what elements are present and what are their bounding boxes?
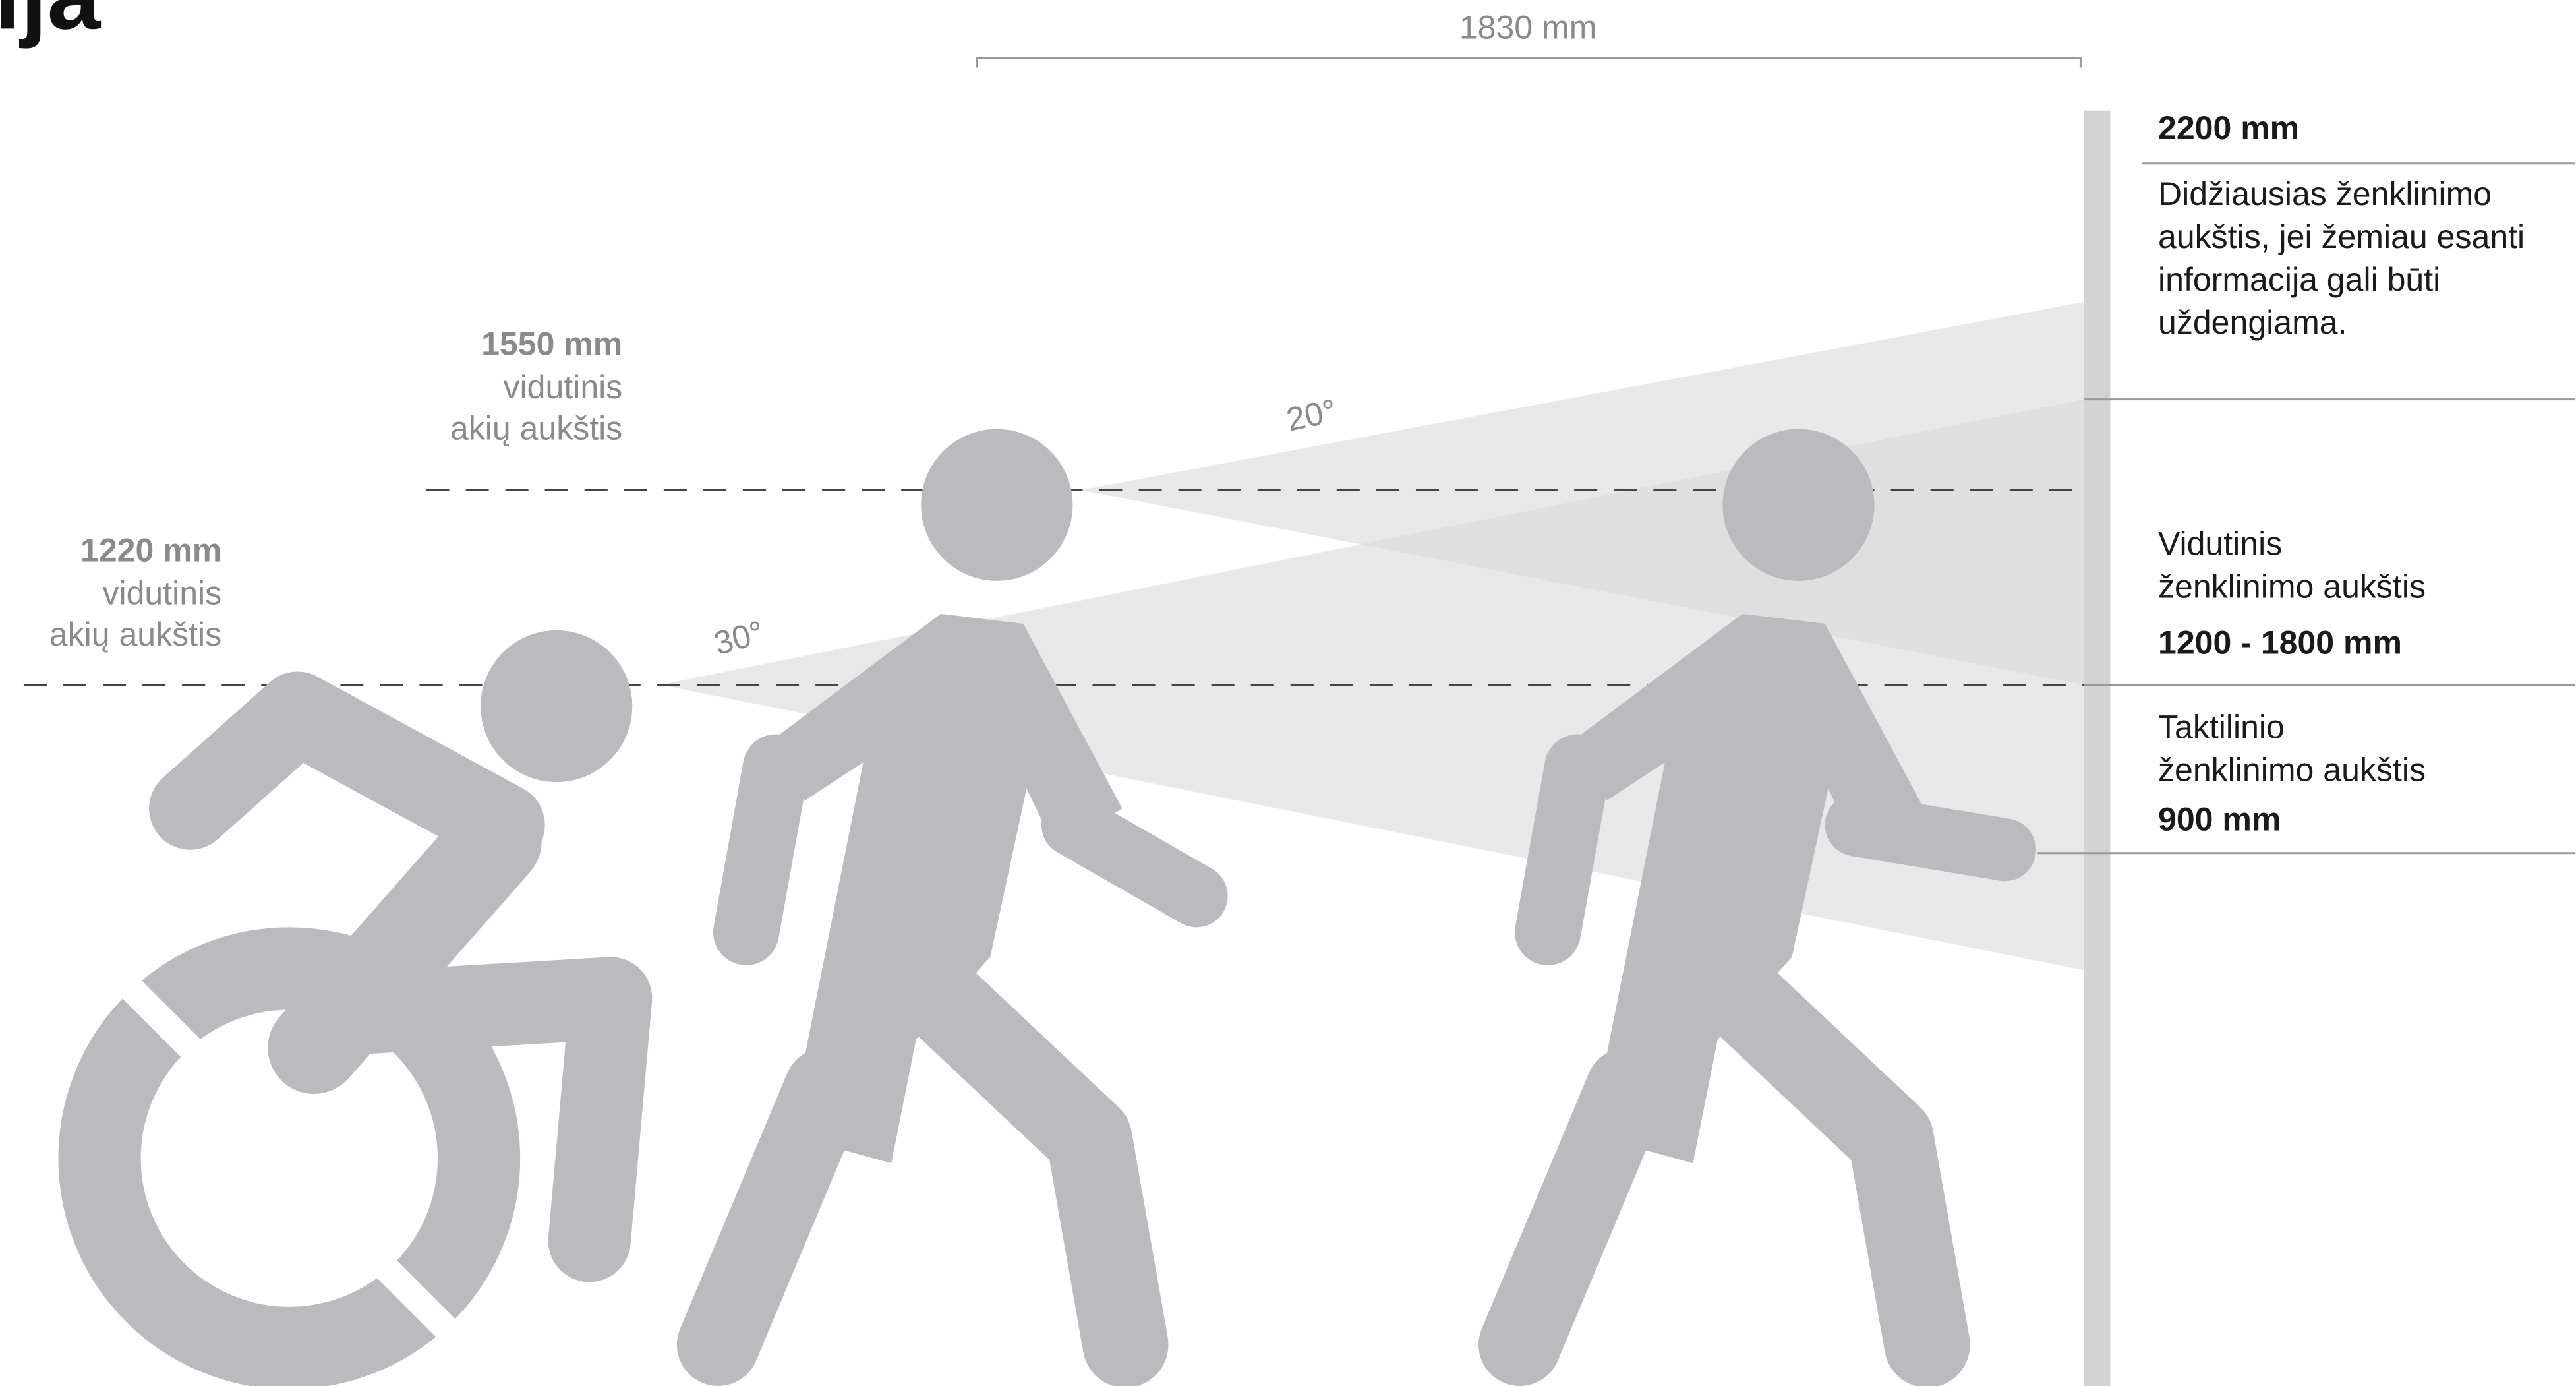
sign-text: informacija gali būti: [2158, 261, 2440, 298]
walking-person: [718, 429, 1228, 1345]
wheelchair-user: [58, 630, 653, 1386]
sign-height: 2200 mm: [2158, 109, 2299, 146]
sign-text: aukštis, jei žemiau esanti: [2158, 218, 2525, 255]
sign-height: 900 mm: [2158, 800, 2281, 837]
sign-text: Vidutinis: [2158, 526, 2282, 562]
dimension-label: 1830 mm: [1459, 9, 1597, 45]
sign-text: Taktilinio: [2158, 708, 2285, 745]
sign-height: 1200 - 1800 mm: [2158, 624, 2402, 661]
sign-text: uždengiama.: [2158, 304, 2347, 341]
wall: [2084, 110, 2111, 1386]
title: ija: [0, 0, 102, 49]
eye-label: akių aukštis: [450, 409, 622, 446]
eye-label: vidutinis: [102, 575, 221, 612]
eye-label: vidutinis: [504, 369, 623, 406]
eye-height: 1220 mm: [80, 532, 221, 569]
eye-height: 1550 mm: [481, 326, 622, 363]
sign-text: ženklinimo aukštis: [2158, 568, 2426, 605]
dimension-line: [976, 57, 2082, 68]
sign-text: Didžiausias ženklinimo: [2158, 175, 2492, 212]
sign-text: ženklinimo aukštis: [2158, 751, 2426, 788]
walking-person: [1520, 429, 2036, 1345]
angle-label: 20°: [1283, 392, 1340, 438]
angle-label: 30°: [710, 613, 768, 662]
eye-label: akių aukštis: [49, 616, 221, 653]
